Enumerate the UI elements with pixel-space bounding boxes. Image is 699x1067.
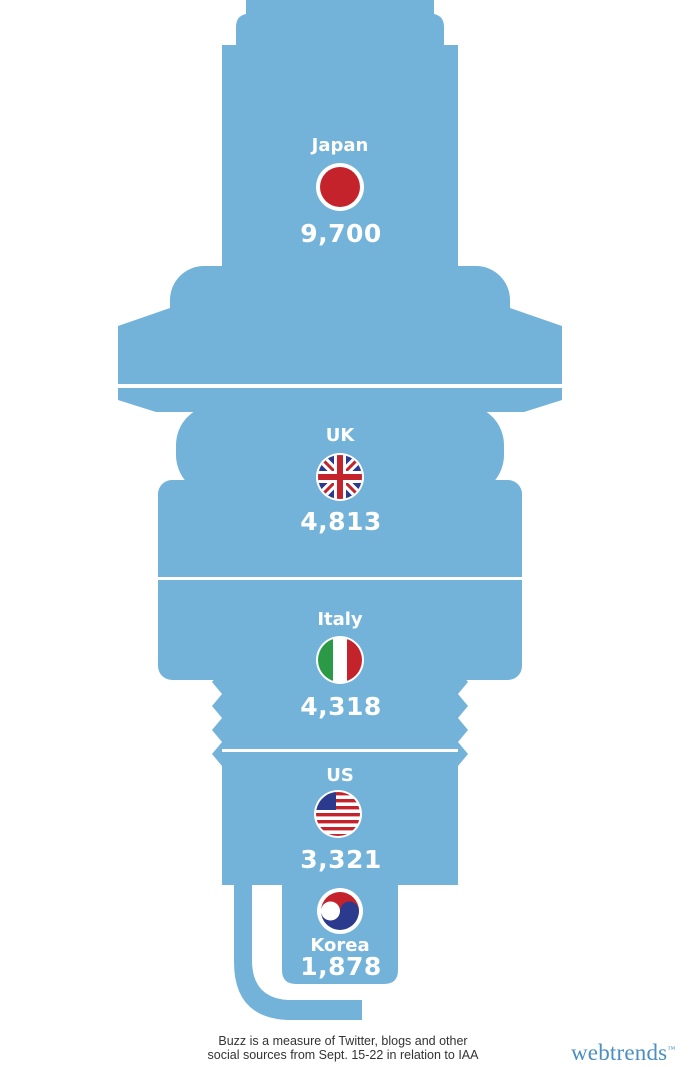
japan-flag-icon bbox=[316, 163, 364, 211]
caption-line-1: Buzz is a measure of Twitter, blogs and … bbox=[218, 1034, 468, 1048]
brand-trademark: ™ bbox=[667, 1044, 676, 1054]
us-flag-icon bbox=[314, 790, 362, 838]
country-value-korea: 1,878 bbox=[300, 952, 382, 981]
country-label-korea: Korea bbox=[310, 935, 369, 956]
uk-row: UK 4,813 bbox=[300, 425, 382, 536]
section-dividers bbox=[118, 384, 562, 752]
italy-row: Italy 4,318 bbox=[300, 609, 382, 721]
country-label-us: US bbox=[326, 765, 354, 786]
us-row: US 3,321 bbox=[300, 765, 382, 874]
caption-line-2: social sources from Sept. 15-22 in relat… bbox=[207, 1048, 479, 1062]
country-label-japan: Japan bbox=[310, 135, 369, 156]
italy-flag-icon bbox=[316, 636, 364, 684]
uk-flag-icon bbox=[316, 453, 364, 501]
country-value-japan: 9,700 bbox=[300, 219, 382, 248]
country-label-italy: Italy bbox=[317, 609, 363, 630]
brand-name: webtrends bbox=[571, 1040, 668, 1065]
japan-row: Japan 9,700 bbox=[300, 135, 382, 248]
country-value-us: 3,321 bbox=[300, 845, 382, 874]
korea-flag-icon bbox=[317, 888, 363, 934]
country-value-italy: 4,318 bbox=[300, 692, 382, 721]
webtrends-logo: webtrends™ bbox=[571, 1040, 675, 1066]
country-value-uk: 4,813 bbox=[300, 507, 382, 536]
country-label-uk: UK bbox=[326, 425, 356, 446]
korea-row: Korea 1,878 bbox=[300, 888, 382, 981]
footnote-caption: Buzz is a measure of Twitter, blogs and … bbox=[188, 1034, 498, 1062]
